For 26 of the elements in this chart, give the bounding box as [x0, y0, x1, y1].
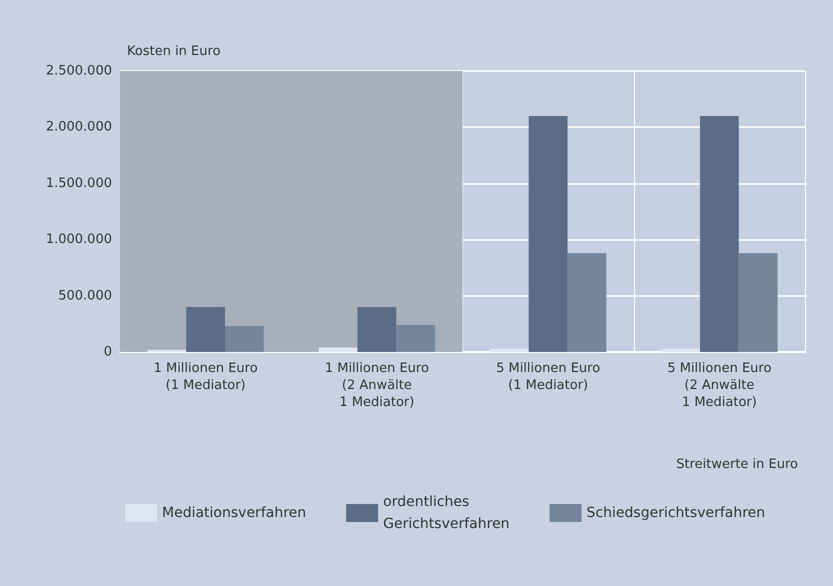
bar [568, 253, 606, 352]
bar [528, 116, 568, 352]
y-tick-label: 2.000.000 [46, 120, 112, 135]
x-tick-label: 5 Millionen Euro (1 Mediator) [496, 361, 600, 393]
y-tick-label: 1.000.000 [46, 232, 112, 248]
bar [700, 116, 739, 352]
bar [318, 348, 358, 352]
bar [490, 348, 529, 352]
bar [661, 348, 700, 352]
y-tick-label: 2.500.000 [46, 64, 112, 78]
y-tick-label: 1.500.000 [46, 176, 112, 191]
y-tick-label: 0 [104, 344, 112, 360]
bar [186, 307, 226, 352]
legend-label: ordentliches Gerichtsverfahren [383, 494, 510, 532]
bar [225, 326, 264, 352]
y-axis-title: Kosten in Euro [127, 44, 221, 59]
bar [357, 307, 396, 352]
x-tick-label: 5 Millionen Euro (2 Anwälte 1 Mediator) [667, 361, 772, 410]
bar [396, 325, 436, 352]
bar [738, 253, 778, 352]
x-tick-label: 1 Millionen Euro (2 Anwälte 1 Mediator) [324, 361, 429, 410]
legend-label: Schiedsgerichtsverfahren [586, 505, 766, 521]
y-tick-label: 500.000 [58, 288, 112, 304]
x-tick-label: 1 Millionen Euro (1 Mediator) [154, 361, 258, 393]
x-axis-title: Streitwerte in Euro [676, 457, 798, 472]
legend-label: Mediationsverfahren [162, 505, 306, 521]
